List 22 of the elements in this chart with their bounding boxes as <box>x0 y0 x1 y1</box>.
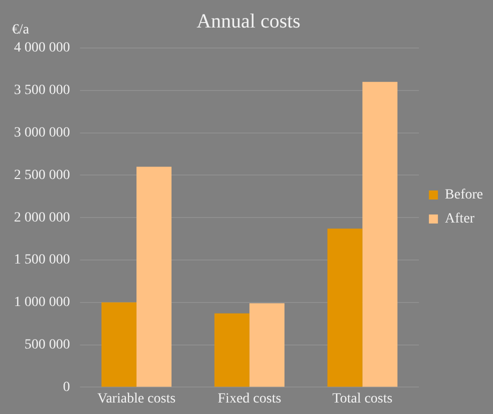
bar <box>101 302 136 387</box>
y-tick-label: 1 000 000 <box>14 295 70 310</box>
y-tick-label: 3 000 000 <box>14 125 70 140</box>
x-tick-label: Total costs <box>332 391 392 406</box>
bar <box>136 166 172 387</box>
y-tick-label: 500 000 <box>24 337 70 352</box>
bar <box>214 313 250 387</box>
y-tick-label: 2 000 000 <box>14 210 70 226</box>
x-tick-label: Variable costs <box>97 391 176 406</box>
y-axis-title: €/a <box>12 22 30 38</box>
y-tick-label: 3 500 000 <box>14 83 70 98</box>
legend-label: Before <box>444 188 484 203</box>
x-tick-label: Fixed costs <box>218 391 282 406</box>
y-tick-label: 4 000 000 <box>14 40 70 56</box>
y-tick-label: 0 <box>63 380 70 395</box>
y-tick-label: 2 500 000 <box>14 168 70 183</box>
bar <box>327 228 362 387</box>
legend-label: After <box>444 212 475 227</box>
bar <box>362 82 398 387</box>
bar <box>249 303 284 387</box>
y-tick-label: 1 500 000 <box>14 252 70 268</box>
chart-title: Annual costs <box>196 10 301 32</box>
